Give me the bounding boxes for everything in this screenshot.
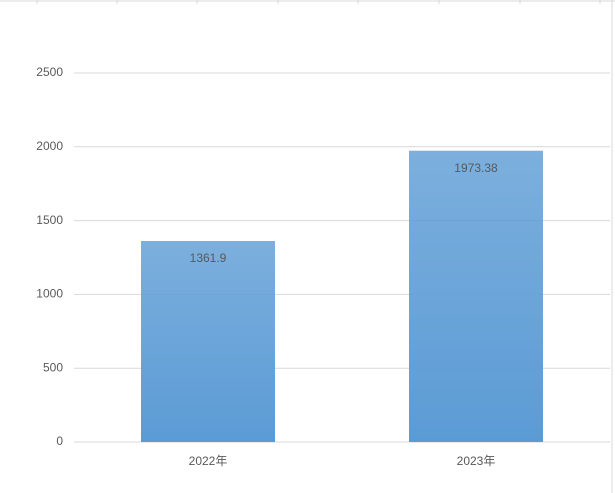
bar <box>409 150 543 442</box>
y-tick-label: 0 <box>56 434 63 448</box>
y-tick-label: 1500 <box>36 213 63 227</box>
bar <box>141 240 275 442</box>
x-tick-label: 2023年 <box>457 454 496 468</box>
y-tick-label: 2500 <box>36 65 63 79</box>
y-tick-label: 2000 <box>36 139 63 153</box>
data-label: 1973.38 <box>454 161 498 175</box>
y-tick-label: 500 <box>43 360 63 374</box>
data-label: 1361.9 <box>190 251 227 265</box>
y-tick-label: 1000 <box>36 287 63 301</box>
x-tick-label: 2022年 <box>189 454 228 468</box>
